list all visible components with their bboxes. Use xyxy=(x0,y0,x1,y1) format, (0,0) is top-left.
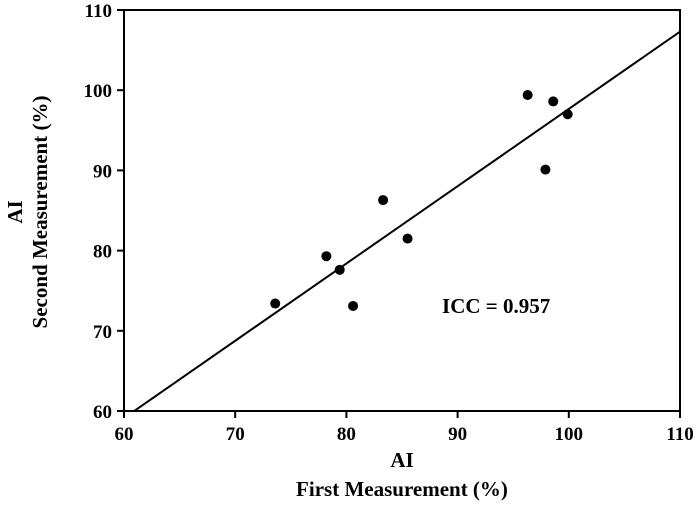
y-tick-label-80: 80 xyxy=(93,242,112,263)
plot-area-group xyxy=(132,30,680,411)
x-axis-label-line2: First Measurement (%) xyxy=(296,477,508,501)
data-point-7 xyxy=(522,90,533,101)
y-tick-label-70: 70 xyxy=(93,322,112,343)
icc-annotation: ICC = 0.957 xyxy=(442,294,550,318)
y-axis-label-line2: Second Measurement (%) xyxy=(28,96,52,329)
data-point-8 xyxy=(540,164,551,175)
x-tick-label-60: 60 xyxy=(115,424,134,445)
regression-line xyxy=(132,30,680,411)
x-tick-label-80: 80 xyxy=(337,424,356,445)
y-tick-label-90: 90 xyxy=(93,161,112,182)
data-point-10 xyxy=(562,109,573,120)
x-tick-label-70: 70 xyxy=(226,424,245,445)
data-point-5 xyxy=(378,195,389,206)
y-tick-label-100: 100 xyxy=(84,81,113,102)
x-tick-label-110: 110 xyxy=(666,424,693,445)
y-tick-label-60: 60 xyxy=(93,402,112,423)
data-point-4 xyxy=(348,300,359,311)
data-point-9 xyxy=(548,96,559,107)
x-tick-label-90: 90 xyxy=(448,424,467,445)
data-point-3 xyxy=(334,264,345,275)
points-layer xyxy=(270,90,573,311)
y-tick-label-110: 110 xyxy=(85,1,112,22)
data-point-1 xyxy=(270,298,281,309)
y-axis-label-line1: AI xyxy=(3,200,27,223)
ticks-layer: 60 70 80 90 100 110 60 70 80 90 100 110 xyxy=(84,1,694,445)
plot-frame xyxy=(123,9,681,412)
x-axis-label-line1: AI xyxy=(390,448,413,472)
data-point-2 xyxy=(321,251,332,262)
x-tick-label-100: 100 xyxy=(555,424,584,445)
data-point-6 xyxy=(402,233,413,244)
